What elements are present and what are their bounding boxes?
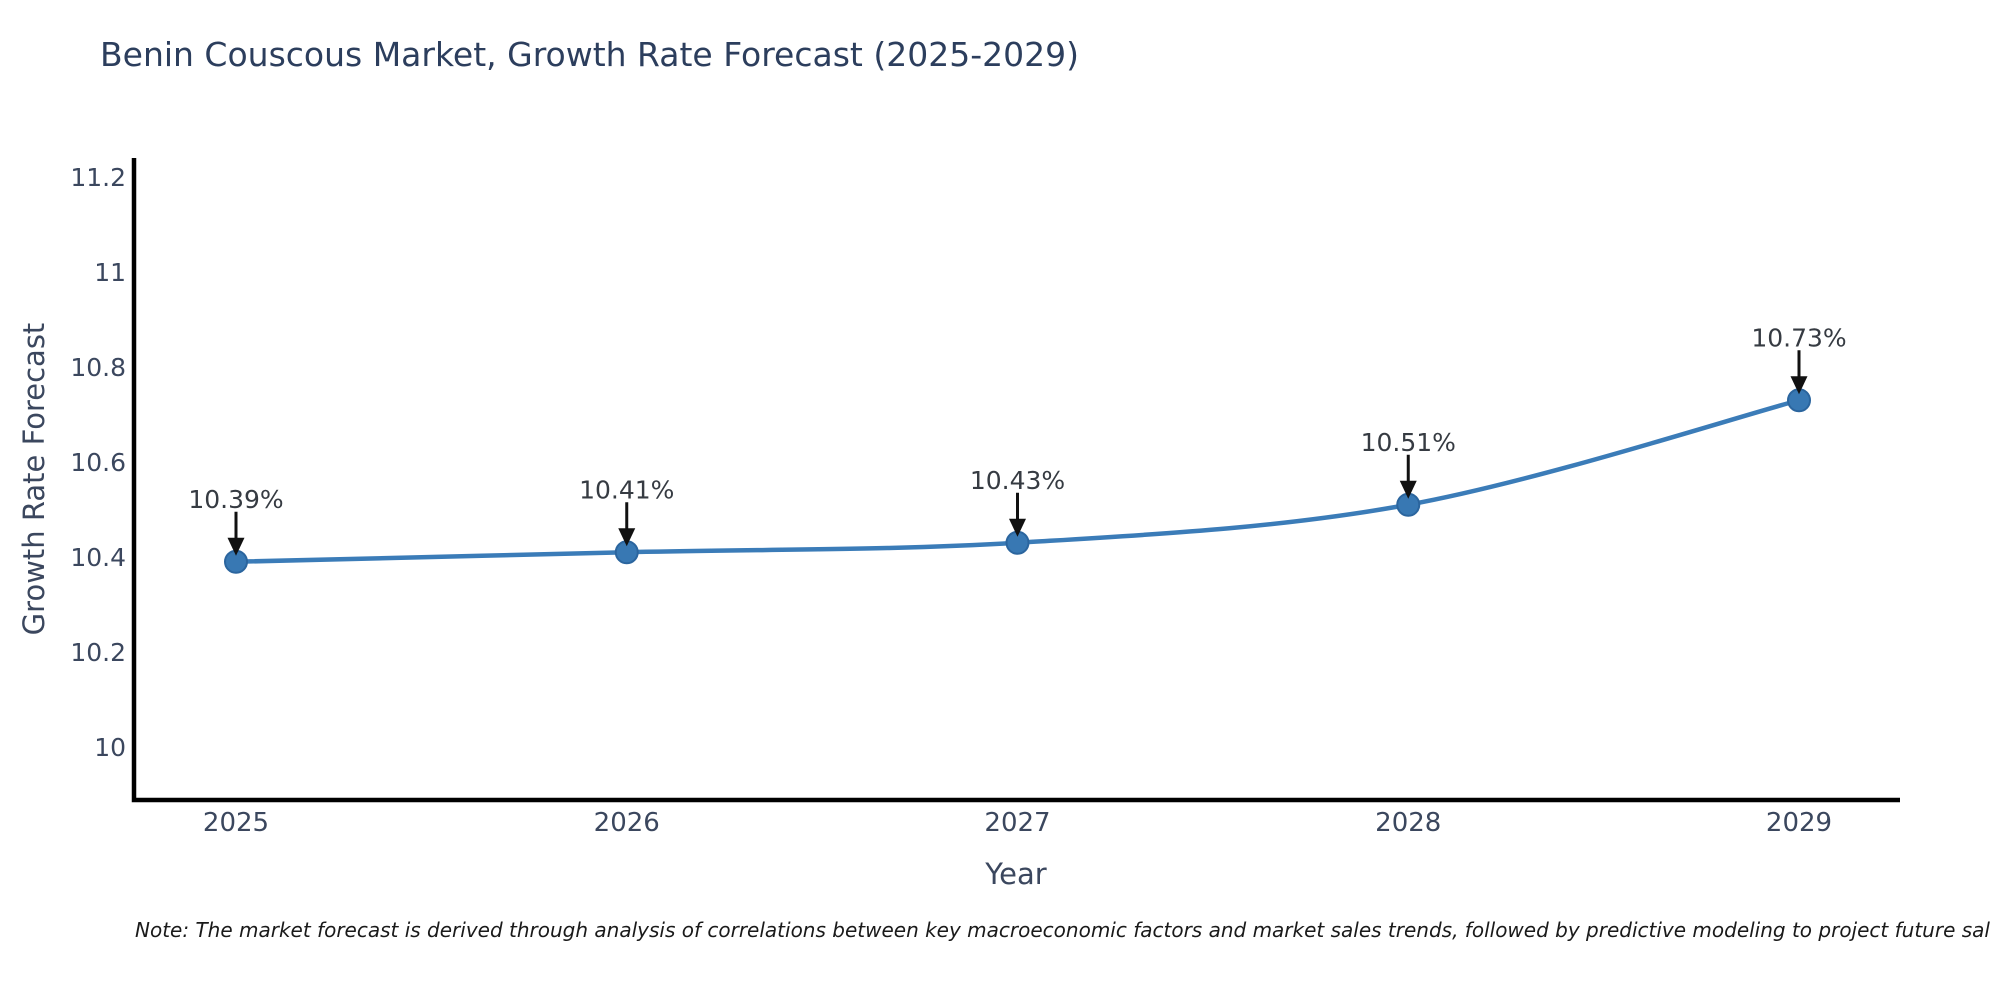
x-tick-label: 2028 [1375, 808, 1441, 838]
arrow-head-icon [1009, 518, 1026, 537]
y-tick-label: 11 [94, 258, 126, 287]
point-value-label: 10.51% [1361, 428, 1456, 457]
x-tick-labels: 2025 2026 2027 2028 2029 [203, 808, 1832, 838]
point-value-label: 10.41% [579, 475, 674, 504]
arrow-head-icon [1790, 376, 1808, 395]
x-tick-label: 2029 [1766, 808, 1832, 838]
y-axis-title: Growth Rate Forecast [17, 323, 51, 636]
y-tick-label: 10.4 [70, 543, 126, 572]
y-tick-label: 11.2 [70, 163, 126, 192]
annotation-labels: 10.39% 10.41% 10.43% 10.51% 10.73% [188, 323, 1846, 514]
x-tick-label: 2025 [203, 808, 269, 838]
y-tick-label: 10 [94, 733, 126, 762]
y-tick-label: 10.2 [70, 638, 126, 667]
chart-title: Benin Couscous Market, Growth Rate Forec… [100, 35, 1079, 74]
axis-spines [131, 158, 1900, 803]
y-tick-label: 10.6 [70, 448, 126, 477]
annotation-arrows [227, 350, 1808, 556]
x-tick-label: 2027 [984, 808, 1050, 838]
point-value-label: 10.39% [188, 485, 283, 514]
arrow-head-icon [1399, 480, 1417, 499]
point-value-label: 10.73% [1751, 323, 1846, 352]
y-tick-labels: 10 10.2 10.4 10.6 10.8 11 11.2 [70, 163, 126, 762]
y-tick-label: 10.8 [70, 353, 126, 382]
x-tick-label: 2026 [594, 808, 660, 838]
x-axis-title: Year [984, 857, 1046, 891]
point-value-label: 10.43% [970, 466, 1065, 495]
arrow-head-icon [618, 528, 636, 547]
chart-footnote: Note: The market forecast is derived thr… [135, 918, 1990, 942]
arrow-head-icon [227, 537, 245, 556]
